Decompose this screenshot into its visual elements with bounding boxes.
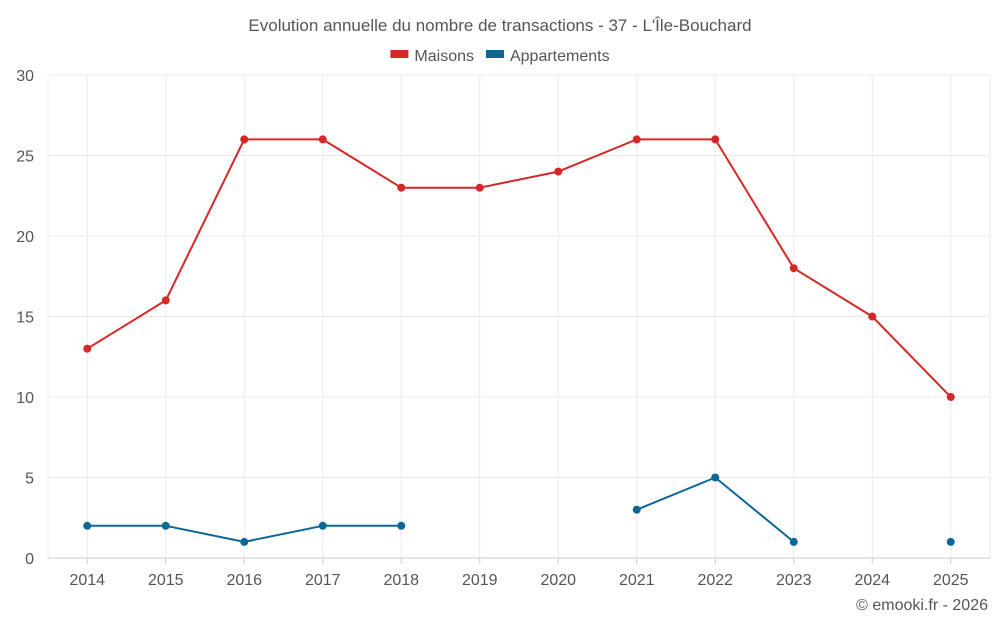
maisons-point-2025 [946,393,955,401]
legend: Maisons Appartements [390,48,610,65]
credit-text: © emooki.fr - 2026 [856,597,988,614]
x-tick-label: 2025 [933,572,969,589]
maisons-point-2019 [475,183,484,192]
x-tick-label: 2024 [854,572,890,589]
x-tick-label: 2019 [462,572,498,589]
y-tick-label: 20 [16,229,34,246]
maisons-point-2016 [240,135,249,144]
y-tick-label: 30 [16,68,34,85]
appartements-point-2018 [397,521,406,530]
maisons-point-2021 [632,135,641,144]
x-tick-label: 2018 [383,572,419,589]
maisons-line [86,138,952,398]
y-tick-label: 25 [16,149,34,166]
legend-label: Maisons [414,48,474,65]
appartements-point-2014 [83,521,92,530]
y-tick-label: 15 [16,310,34,327]
maisons-point-2014 [83,344,92,353]
appartements-point-2017 [318,521,327,530]
x-tick-label: 2020 [540,572,576,589]
chart-title: Evolution annuelle du nombre de transact… [248,16,751,35]
x-tick-label: 2014 [69,572,105,589]
series-layer [83,135,955,546]
x-tick-label: 2017 [305,572,341,589]
legend-item-maisons: Maisons [390,48,474,65]
maisons-point-2015 [161,296,170,305]
appartements-point-2016 [240,537,249,546]
x-tick-label: 2015 [148,572,184,589]
y-tick-label: 10 [16,390,34,407]
grid [48,74,990,558]
maisons-point-2018 [397,183,406,192]
maisons-point-2023 [789,264,798,273]
y-tick-label: 0 [25,551,34,568]
x-tick-label: 2016 [226,572,262,589]
x-tick-label: 2023 [776,572,812,589]
appartements-point-2015 [161,521,170,530]
legend-label: Appartements [510,48,610,65]
maisons-point-2022 [711,135,720,144]
legend-swatch [485,50,504,58]
appartements-point-2022 [711,473,720,482]
y-tick-label: 5 [25,471,34,488]
appartements-point-2025 [946,537,955,546]
x-tick-label: 2022 [697,572,733,589]
appartements-point-2021 [632,505,641,514]
legend-item-appartements: Appartements [485,48,610,65]
appartements-point-2023 [789,537,798,546]
x-tick-label: 2021 [619,572,655,589]
maisons-point-2024 [868,312,877,321]
legend-swatch [390,50,409,58]
maisons-point-2020 [554,167,563,176]
maisons-point-2017 [318,135,327,144]
